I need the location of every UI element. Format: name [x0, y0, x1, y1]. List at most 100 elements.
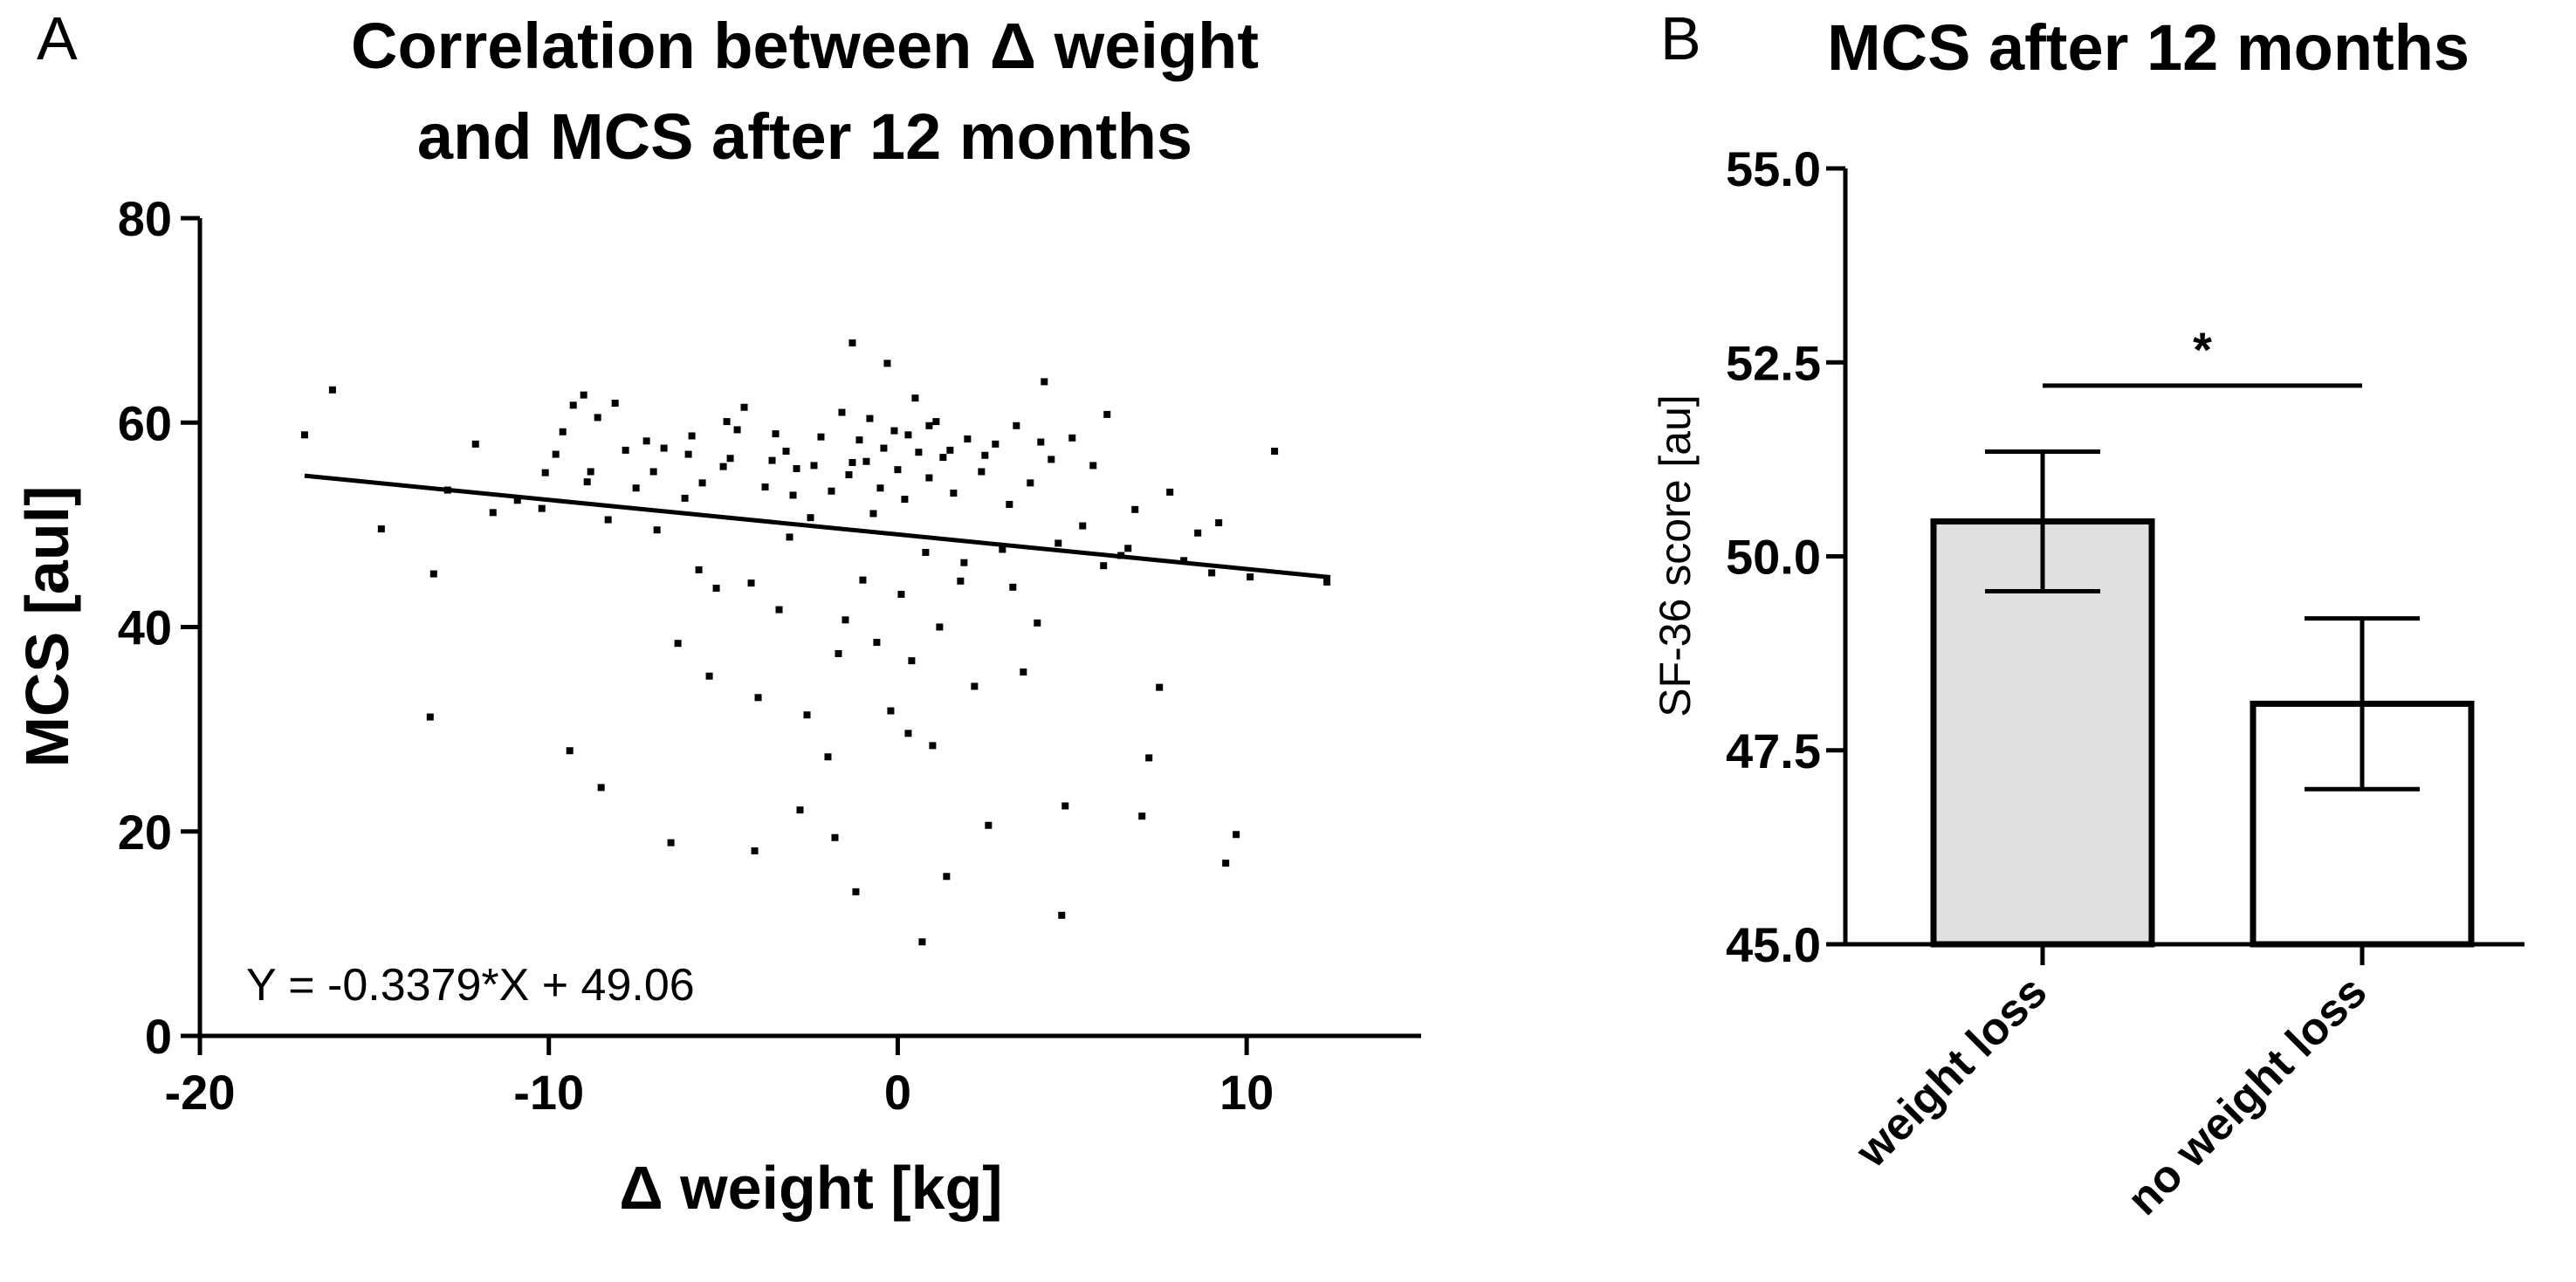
scatter-point	[471, 440, 479, 448]
scatter-point	[978, 468, 986, 476]
regression-equation: Y = -0.3379*X + 49.06	[246, 960, 695, 1011]
scatter-point	[793, 464, 800, 472]
y-tick-label: 20	[118, 805, 172, 860]
scatter-point	[747, 579, 755, 587]
scatter-point	[1089, 462, 1097, 470]
scatter-point	[789, 491, 797, 499]
scatter-point	[775, 606, 783, 614]
scatter-point	[845, 470, 853, 478]
scatter-point	[981, 451, 989, 459]
scatter-point	[985, 821, 993, 829]
scatter-point	[1020, 668, 1027, 676]
error-bars	[1985, 449, 2420, 792]
scatter-point	[1079, 522, 1087, 530]
scatter-point	[1034, 619, 1041, 627]
scatter-point	[922, 548, 930, 556]
scatter-point	[841, 616, 849, 624]
scatter-point	[1208, 569, 1216, 577]
panel-b-title: MCS after 12 months	[1827, 11, 2470, 84]
y-tick-label: 55.0	[1726, 141, 1821, 196]
scatter-point	[929, 742, 937, 750]
scatter-point	[862, 457, 870, 465]
regression-line	[304, 473, 1331, 579]
scatter-point	[1233, 831, 1240, 839]
scatter-point	[1156, 683, 1164, 691]
y-tick-label: 50.0	[1726, 530, 1821, 585]
scatter-point	[604, 516, 612, 524]
scatter-point	[848, 458, 856, 466]
scatter-point	[960, 559, 968, 566]
scatter-point	[828, 487, 835, 495]
scatter-point	[1194, 529, 1202, 537]
panel-a-title-line-1: Correlation between Δ weight	[351, 10, 1259, 82]
scatter-point	[726, 455, 734, 463]
scatter-point	[946, 446, 954, 454]
scatter-point	[681, 494, 689, 502]
panel-b: B MCS after 12 months 45.0 47.5 50.0 52.5 55…	[1651, 4, 2524, 1225]
scatter-point	[803, 711, 811, 719]
scatter-point	[733, 426, 741, 434]
scatter-point	[674, 640, 682, 648]
panel-b-letter: B	[1660, 4, 1701, 72]
scatter-point	[740, 403, 748, 411]
scatter-point	[999, 545, 1006, 553]
scatter-point	[559, 428, 567, 435]
scatter-point	[541, 469, 549, 476]
scatter-point	[911, 394, 919, 402]
scatter-point	[932, 418, 940, 426]
panel-b-y-axis-label: SF-36 score [au]	[1651, 394, 1700, 717]
scatter-point	[908, 657, 916, 665]
scatter-point	[751, 847, 759, 855]
scatter-points	[300, 339, 1331, 946]
scatter-point	[684, 450, 692, 458]
scatter-point	[894, 466, 902, 474]
scatter-point	[831, 833, 839, 841]
scatter-point	[1124, 545, 1132, 552]
panel-b-y-ticks: 45.0 47.5 50.0 52.5 55.0	[1726, 141, 1845, 972]
panel-b-category-labels: weight loss no weight loss	[1846, 966, 2377, 1224]
scatter-point	[649, 468, 657, 476]
scatter-point	[569, 401, 577, 409]
scatter-point	[869, 510, 877, 518]
scatter-point	[915, 449, 923, 456]
scatter-point	[768, 456, 776, 464]
scatter-point	[723, 418, 731, 426]
scatter-point	[936, 623, 944, 631]
scatter-point	[992, 440, 999, 448]
scatter-point	[904, 730, 912, 737]
scatter-point	[873, 639, 881, 647]
y-tick-label: 40	[118, 600, 172, 655]
scatter-point	[848, 339, 856, 346]
scatter-point	[904, 431, 912, 439]
panel-b-x-ticks	[2040, 944, 2365, 965]
scatter-point	[1048, 456, 1055, 463]
scatter-point	[688, 432, 696, 440]
scatter-point	[838, 408, 846, 416]
scatter-point	[1058, 911, 1066, 919]
scatter-point	[824, 753, 832, 761]
category-label: weight loss	[1846, 966, 2057, 1177]
scatter-point	[622, 446, 629, 454]
scatter-point	[810, 462, 818, 470]
scatter-point	[786, 533, 793, 541]
scatter-point	[594, 414, 601, 422]
panel-a-y-ticks: 0 20 40 60 80	[118, 191, 200, 1064]
scatter-point	[426, 713, 434, 721]
scatter-point	[712, 584, 720, 592]
scatter-point	[925, 474, 933, 482]
scatter-point	[667, 839, 675, 847]
scatter-point	[807, 514, 814, 522]
scatter-point	[950, 490, 958, 497]
scatter-point	[653, 526, 661, 534]
scatter-point	[513, 497, 521, 504]
scatter-point	[855, 436, 863, 444]
scatter-point	[1006, 500, 1013, 508]
scatter-point	[835, 649, 842, 657]
scatter-point	[876, 484, 884, 492]
scatter-point	[597, 784, 605, 792]
scatter-point	[1271, 448, 1279, 456]
scatter-point	[1054, 539, 1062, 547]
panel-a-title-line-2: and MCS after 12 months	[417, 100, 1192, 173]
scatter-point	[566, 747, 574, 755]
scatter-point	[1061, 802, 1069, 810]
